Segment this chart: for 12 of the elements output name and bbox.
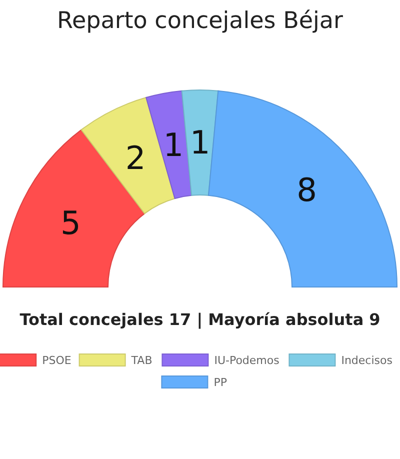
data-label: 1	[190, 124, 210, 162]
legend-label: PSOE	[42, 354, 72, 367]
data-label: 1	[163, 126, 184, 164]
legend-label: Indecisos	[341, 354, 393, 367]
text: Total concejales 17 | Mayoría absoluta 9	[20, 310, 380, 329]
legend-label: PP	[214, 376, 228, 389]
legend-label: TAB	[130, 354, 152, 367]
chart-title: Reparto concejales Béjar	[57, 8, 344, 34]
data-label: 5	[60, 204, 81, 242]
legend-label: IU-Podemos	[214, 354, 280, 367]
data-label: 2	[125, 138, 146, 177]
data-label: 8	[296, 170, 317, 209]
